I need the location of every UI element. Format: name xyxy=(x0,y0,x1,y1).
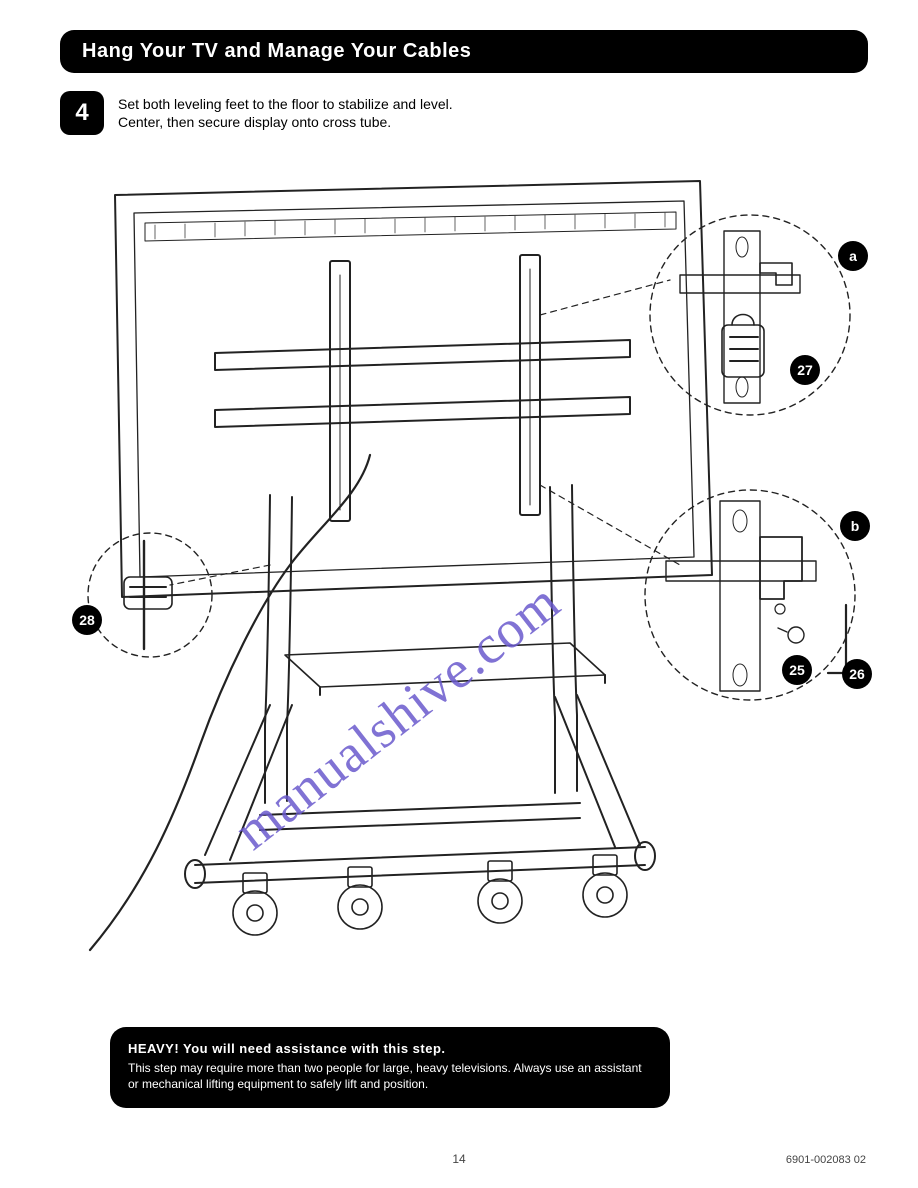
assembly-diagram: a 27 b 25 26 28 manualshive.com xyxy=(60,165,868,985)
section-title-text: Hang Your TV and Manage Your Cables xyxy=(82,40,471,62)
callout-lock: 27 xyxy=(790,355,820,385)
callout-strap: 28 xyxy=(72,605,102,635)
step-instruction: Set both leveling feet to the floor to s… xyxy=(118,95,453,131)
section-title: Hang Your TV and Manage Your Cables xyxy=(60,30,868,73)
step-number-badge: 4 xyxy=(60,91,104,135)
callout-b-text: b xyxy=(851,518,860,534)
callout-lock-text: 27 xyxy=(797,362,813,378)
callout-a-text: a xyxy=(849,248,857,264)
callout-wrench: 26 xyxy=(842,659,872,689)
warning-note: HEAVY! You will need assistance with thi… xyxy=(110,1027,670,1108)
step-header: 4 Set both leveling feet to the floor to… xyxy=(60,91,868,135)
step-instruction-line1: Set both leveling feet to the floor to s… xyxy=(118,95,453,113)
diagram-svg xyxy=(60,165,880,985)
callout-screw: 25 xyxy=(782,655,812,685)
page-number: 14 xyxy=(452,1152,465,1166)
warning-heading: HEAVY! You will need assistance with thi… xyxy=(128,1041,652,1056)
callout-wrench-text: 26 xyxy=(849,666,865,682)
step-number: 4 xyxy=(75,99,88,127)
callout-a: a xyxy=(838,241,868,271)
step-instruction-line2: Center, then secure display onto cross t… xyxy=(118,113,453,131)
warning-body: This step may require more than two peop… xyxy=(128,1060,652,1092)
document-id: 6901-002083 02 xyxy=(786,1154,866,1166)
callout-strap-text: 28 xyxy=(79,612,95,628)
callout-screw-text: 25 xyxy=(789,662,805,678)
callout-b: b xyxy=(840,511,870,541)
